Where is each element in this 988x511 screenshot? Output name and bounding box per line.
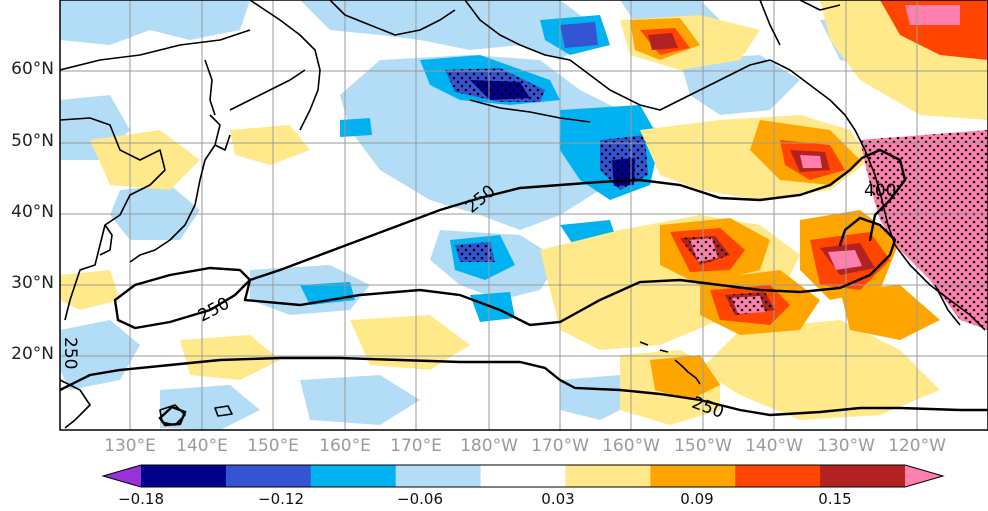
colorbar-label-1: −0.18 bbox=[118, 490, 164, 508]
colorbar-segment bbox=[735, 465, 821, 487]
lon-label-170w: 170°W bbox=[531, 436, 589, 456]
contour-label-left-edge: 250 bbox=[60, 337, 80, 369]
graticule bbox=[60, 0, 988, 430]
lon-label-160w: 160°W bbox=[602, 436, 660, 456]
lat-label-40n: 40°N bbox=[11, 202, 54, 222]
colorbar-label-4: 0.03 bbox=[541, 490, 575, 508]
colorbar-segment bbox=[650, 465, 736, 487]
lon-label-170e: 170°E bbox=[390, 436, 442, 456]
coastlines bbox=[60, 0, 986, 429]
colorbar-segment bbox=[565, 465, 651, 487]
contour-lines bbox=[60, 148, 988, 427]
colorbar-outline bbox=[101, 464, 945, 488]
colorbar-label-2: −0.12 bbox=[258, 490, 304, 508]
colorbar-segment bbox=[225, 465, 312, 487]
colorbar-min-extension bbox=[103, 465, 141, 487]
lon-label-130w: 130°W bbox=[817, 436, 875, 456]
lat-label-30n: 30°N bbox=[11, 273, 54, 293]
anomaly-shading bbox=[60, 0, 988, 430]
lat-label-50n: 50°N bbox=[11, 131, 54, 151]
lon-label-150e: 150°E bbox=[247, 436, 299, 456]
colorbar-max-extension bbox=[905, 465, 943, 487]
colorbar bbox=[101, 464, 945, 488]
colorbar-label-3: −0.06 bbox=[397, 490, 443, 508]
lon-label-140e: 140°E bbox=[176, 436, 228, 456]
lon-label-140w: 140°W bbox=[745, 436, 803, 456]
colorbar-segment bbox=[395, 465, 482, 487]
colorbar-label-6: 0.15 bbox=[818, 490, 852, 508]
colorbar-segment bbox=[820, 465, 906, 487]
lon-label-120w: 120°W bbox=[888, 436, 946, 456]
lon-label-150w: 150°W bbox=[674, 436, 732, 456]
colorbar-segment bbox=[480, 465, 566, 487]
colorbar-segment bbox=[141, 465, 227, 487]
lon-label-160e: 160°E bbox=[319, 436, 371, 456]
plot-frame bbox=[59, 0, 988, 431]
lat-label-60n: 60°N bbox=[11, 59, 54, 79]
lon-label-130e: 130°E bbox=[104, 436, 156, 456]
colorbar-segment bbox=[310, 465, 397, 487]
lat-label-20n: 20°N bbox=[11, 344, 54, 364]
colorbar-label-5: 0.09 bbox=[680, 490, 714, 508]
lon-label-180w: 180°W bbox=[460, 436, 518, 456]
contour-label-east: 400 bbox=[864, 181, 896, 201]
